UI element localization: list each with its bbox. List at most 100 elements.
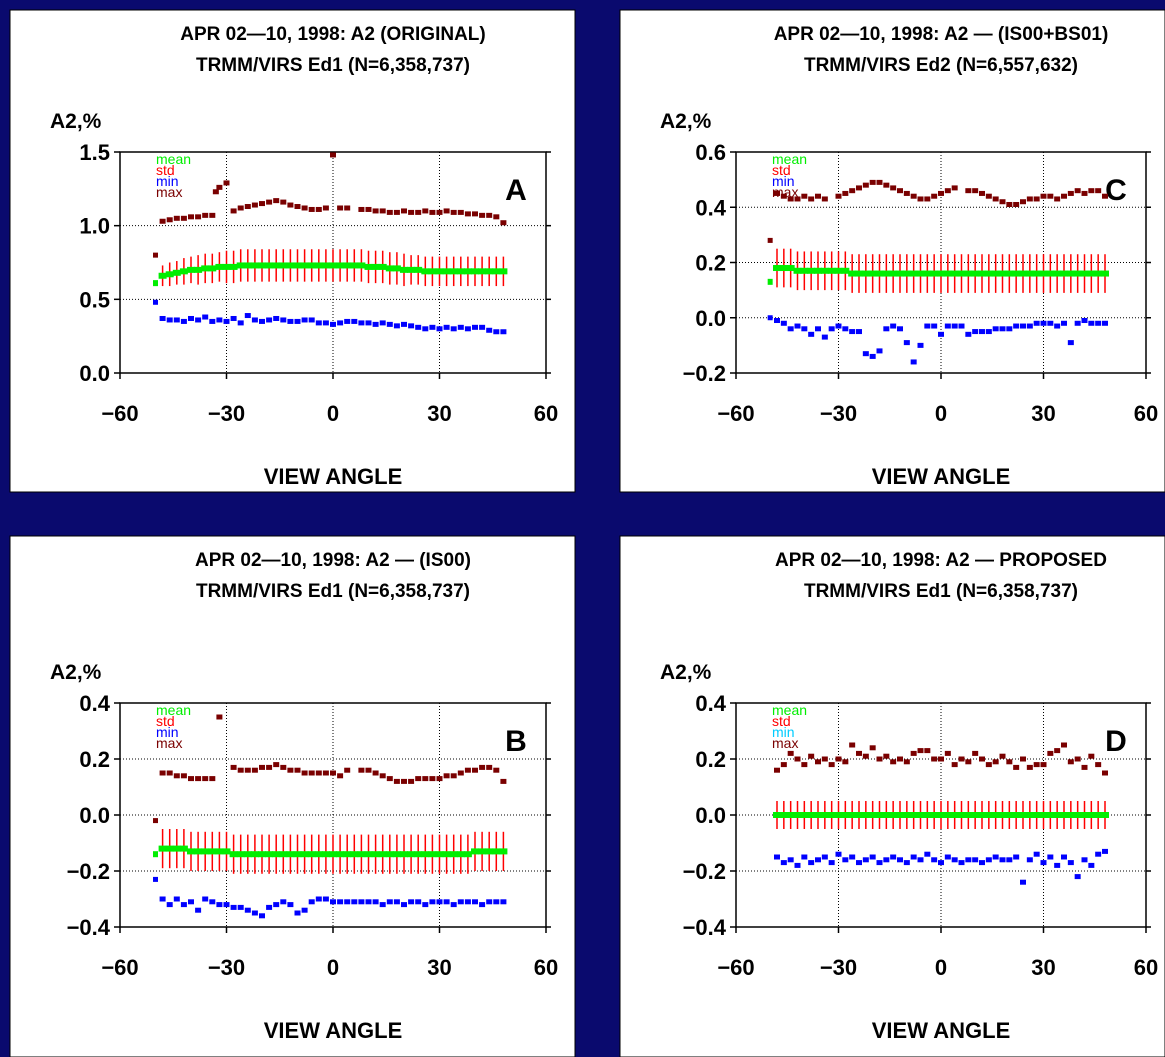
min-point [1088, 320, 1095, 326]
min-point [223, 318, 230, 324]
min-point [259, 913, 265, 919]
max-point [972, 750, 979, 756]
min-point [429, 899, 436, 905]
mean-point [222, 848, 231, 855]
max-point [337, 205, 344, 211]
legend-entry-max: max [156, 735, 182, 751]
mean-point [1032, 812, 1041, 818]
min-point [479, 324, 486, 330]
min-point [294, 910, 301, 916]
min-point [266, 904, 273, 910]
min-point [180, 902, 187, 908]
min-point [917, 342, 924, 348]
mean-point [194, 848, 203, 855]
max-point [280, 764, 287, 770]
min-point [808, 860, 815, 866]
max-point [422, 776, 429, 782]
mean-point [1019, 812, 1027, 818]
min-point [365, 899, 372, 905]
max-point [209, 776, 216, 782]
x-tick-label: 0 [935, 955, 947, 980]
max-point [230, 208, 237, 214]
max-point [780, 193, 787, 199]
max-point [1013, 764, 1020, 770]
mean-point [848, 812, 857, 818]
min-point [280, 899, 287, 905]
mean-point [957, 812, 966, 818]
min-point [808, 331, 815, 337]
max-point [965, 759, 972, 765]
min-point [1054, 323, 1061, 329]
chart-title: APR 02—10, 1998: A2 — (IS00) [195, 550, 471, 571]
chart-title: APR 02—10, 1998: A2 — PROPOSED [775, 550, 1107, 571]
min-point [910, 359, 917, 365]
mean-point [243, 262, 252, 269]
mean-point [314, 851, 323, 858]
min-point [938, 331, 944, 337]
max-point [344, 767, 351, 773]
mean-point [236, 262, 245, 269]
mean-point [1012, 270, 1021, 277]
min-point [985, 857, 992, 863]
mean-point [215, 263, 224, 270]
min-point [280, 317, 287, 323]
max-point [958, 756, 965, 762]
mean-point [1025, 270, 1034, 277]
min-point [393, 899, 400, 905]
min-point [972, 329, 979, 335]
max-point [910, 750, 917, 756]
max-point [890, 759, 897, 765]
mean-point [194, 266, 203, 273]
min-point [985, 329, 992, 335]
mean-point [868, 270, 877, 277]
max-point [315, 770, 322, 776]
max-point [379, 773, 386, 779]
min-point [244, 907, 251, 913]
max-point [815, 759, 821, 765]
min-point [856, 329, 862, 335]
min-point [500, 899, 507, 905]
max-point [180, 215, 187, 221]
min-point [890, 854, 897, 860]
max-point [315, 206, 322, 212]
mean-point [414, 851, 423, 858]
min-point [924, 323, 931, 329]
mean-point [950, 270, 959, 277]
min-point [443, 324, 450, 330]
max-point [821, 196, 828, 202]
min-point [372, 899, 379, 905]
max-point [173, 215, 180, 221]
min-point [301, 317, 308, 323]
mean-point [978, 270, 986, 277]
mean-point [392, 851, 401, 858]
mean-point [172, 269, 181, 276]
legend-entry-min: min [156, 173, 179, 189]
min-point [415, 324, 422, 330]
mean-point [971, 812, 980, 818]
min-point [1067, 860, 1074, 866]
mean-point [848, 270, 857, 277]
mean-point [407, 266, 416, 273]
mean-point [336, 262, 345, 269]
max-point [1006, 201, 1013, 207]
x-tick-label: 0 [327, 955, 339, 980]
mean-point [293, 262, 302, 269]
max-point [415, 209, 422, 215]
min-point [266, 317, 273, 323]
mean-point [1073, 812, 1082, 818]
max-point [372, 208, 379, 214]
mean-point [1087, 270, 1096, 277]
mean-point [172, 845, 181, 852]
min-point [1067, 340, 1074, 346]
min-point [315, 320, 322, 326]
mean-point [350, 262, 359, 269]
mean-point [1012, 812, 1021, 818]
mean-point [1066, 812, 1075, 818]
max-point [216, 714, 223, 720]
mean-point [793, 812, 802, 818]
min-point [408, 323, 415, 329]
mean-point [1073, 270, 1082, 277]
max-point [500, 220, 507, 226]
chart-subtitle: TRMM/VIRS Ed1 (N=6,358,737) [804, 581, 1078, 602]
mean-point [1060, 270, 1068, 277]
